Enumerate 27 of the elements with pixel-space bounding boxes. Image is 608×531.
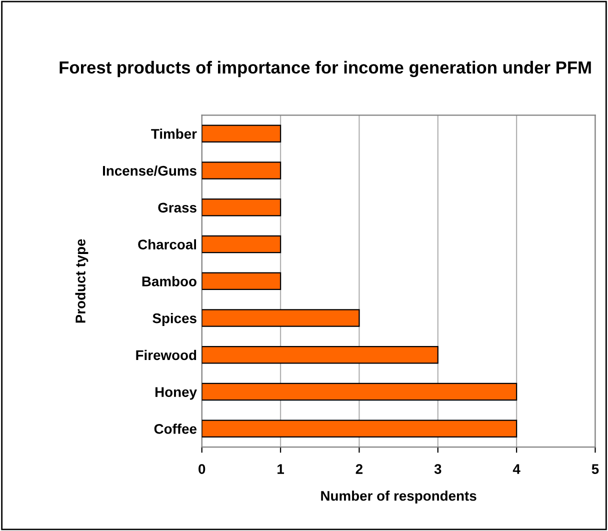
- y-tick-label: Coffee: [154, 424, 197, 434]
- bar: [202, 272, 282, 290]
- y-tick-label: Grass: [158, 202, 196, 213]
- x-tick-label: 2: [356, 464, 363, 474]
- x-tick-label: 5: [592, 464, 599, 474]
- y-tick-label: Firewood: [136, 350, 196, 360]
- bar: [202, 309, 360, 327]
- bar: [202, 124, 282, 143]
- y-tick-label: Spices: [152, 313, 196, 326]
- bar: [202, 235, 282, 254]
- bar: [202, 346, 438, 364]
- x-tick-label: 0: [198, 464, 206, 474]
- x-tick-label: 3: [434, 464, 442, 474]
- bar: [202, 382, 518, 401]
- x-tick-label: 1: [278, 464, 284, 474]
- bar: [202, 420, 518, 438]
- y-tick-label: Bamboo: [142, 276, 196, 286]
- y-tick-label: Incense/Gums: [102, 166, 196, 176]
- x-tick-label: 4: [512, 464, 520, 474]
- y-axis-title: Product type: [75, 239, 88, 323]
- bar: [202, 162, 282, 180]
- chart-title: Forest products of importance for income generation under PFM: [60, 60, 591, 78]
- y-tick-label: Timber: [151, 128, 197, 139]
- y-tick-label: Honey: [155, 387, 197, 400]
- x-axis-title: Number of respondents: [321, 490, 476, 504]
- y-tick-label: Charcoal: [138, 239, 196, 250]
- bar: [202, 198, 282, 216]
